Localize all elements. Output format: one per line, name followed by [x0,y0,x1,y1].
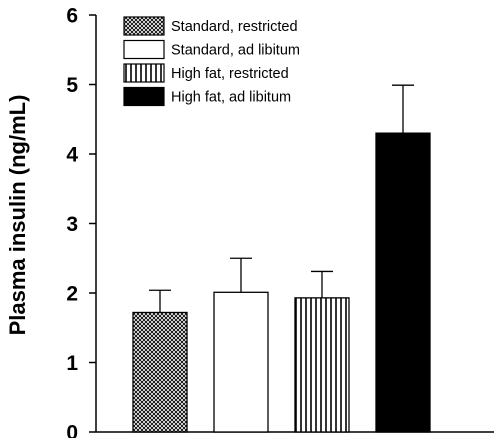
legend-label: High fat, restricted [171,66,289,82]
bar [375,132,431,433]
y-tick-label: 4 [66,144,78,167]
bar [294,297,350,433]
legend-swatch [123,16,165,36]
y-axis-label: Plasma insulin (ng/mL) [5,95,30,336]
legend-label: Standard, ad libitum [171,43,300,59]
legend-label: High fat, ad libitum [171,90,291,106]
y-tick-label: 5 [66,74,78,97]
y-tick-label: 1 [66,352,78,375]
y-tick-label: 6 [66,5,78,28]
legend-swatch [123,39,165,60]
legend-label: Standard, restricted [171,19,298,35]
legend: Standard, restricted Standard, ad libitum… [123,16,300,107]
y-tick-label: 2 [66,283,78,306]
y-tick-label: 3 [66,213,78,236]
bar [213,291,269,433]
y-ticks: 0 1 2 3 4 5 6 [66,5,96,438]
legend-swatch [123,86,165,107]
legend-swatch [123,63,165,83]
bars [132,84,431,433]
bar [132,311,188,433]
y-tick-label: 0 [66,422,78,438]
